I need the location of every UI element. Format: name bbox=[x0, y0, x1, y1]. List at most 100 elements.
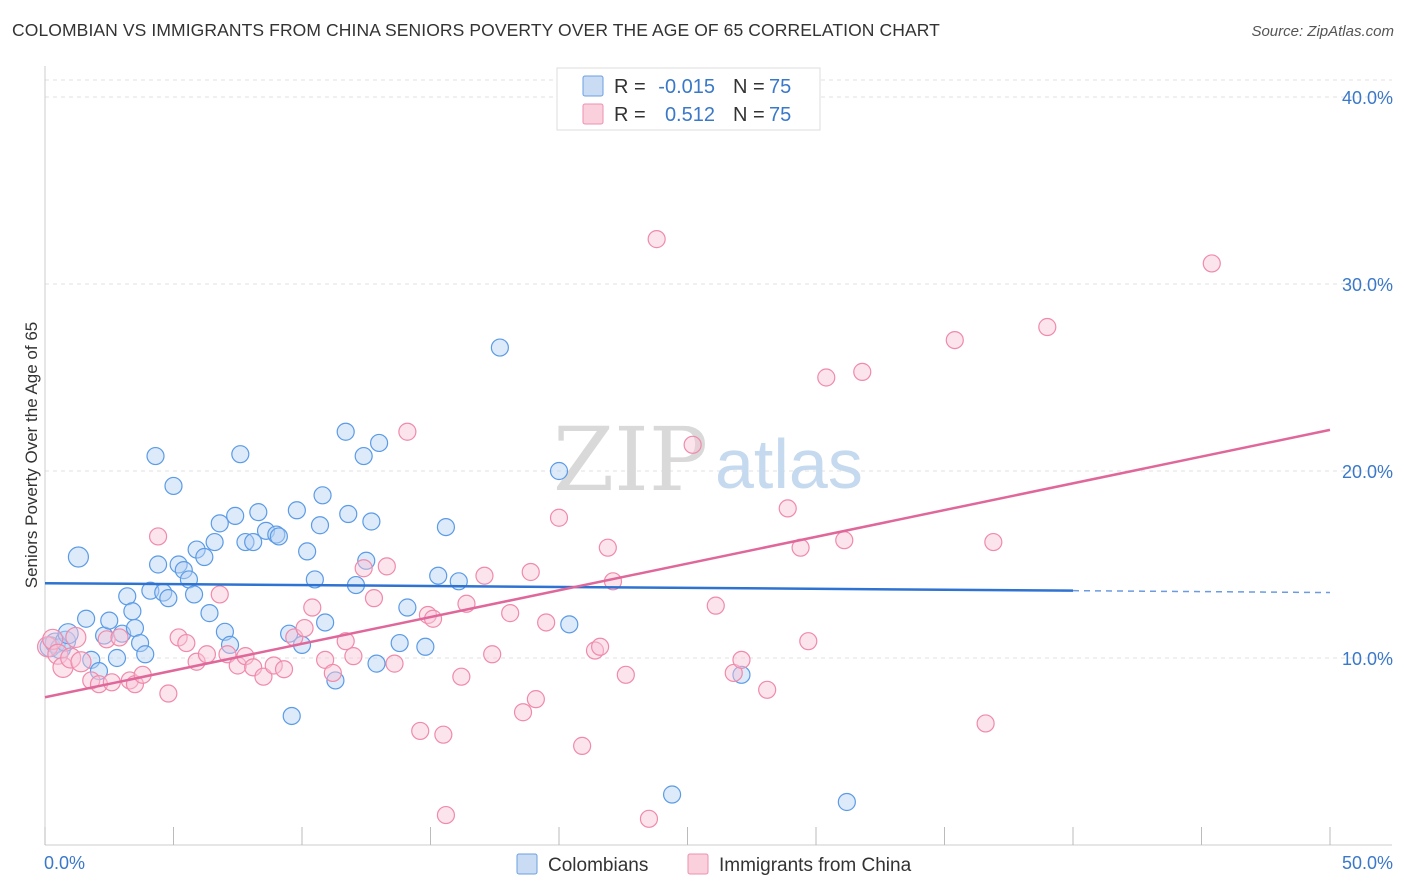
point-china bbox=[483, 645, 502, 664]
point-colombians bbox=[169, 555, 188, 574]
point-china bbox=[984, 532, 1003, 552]
point-colombians bbox=[148, 555, 168, 574]
point-china bbox=[475, 566, 494, 585]
point-china bbox=[148, 527, 168, 546]
point-colombians bbox=[267, 525, 286, 544]
point-colombians bbox=[136, 645, 155, 664]
watermark-atlas: atlas bbox=[715, 425, 863, 503]
point-china bbox=[210, 585, 229, 604]
axes bbox=[44, 66, 1392, 846]
point-colombians bbox=[390, 633, 409, 653]
point-colombians bbox=[184, 585, 204, 604]
point-colombians bbox=[282, 706, 301, 726]
point-china bbox=[411, 721, 430, 741]
point-china bbox=[264, 656, 283, 675]
point-china bbox=[434, 725, 453, 744]
point-china bbox=[47, 643, 69, 665]
point-colombians bbox=[354, 446, 373, 466]
point-colombians bbox=[837, 792, 856, 812]
point-china bbox=[336, 632, 355, 651]
point-colombians bbox=[77, 609, 96, 628]
point-china bbox=[110, 628, 129, 647]
point-colombians bbox=[200, 604, 219, 623]
point-colombians bbox=[159, 589, 178, 608]
point-china bbox=[616, 665, 635, 684]
point-colombians bbox=[298, 542, 317, 561]
point-colombians bbox=[549, 461, 569, 481]
point-china bbox=[976, 714, 995, 733]
point-china bbox=[591, 637, 610, 656]
point-colombians bbox=[416, 637, 435, 656]
point-china bbox=[706, 596, 725, 615]
x-tick-label-max: 50.0% bbox=[1342, 853, 1393, 873]
bottom-legend-label-colombians: Colombians bbox=[548, 855, 648, 876]
point-china bbox=[398, 422, 417, 441]
legend-r-label-2: R = bbox=[614, 104, 646, 126]
legend-r-value-1: -0.015 bbox=[658, 76, 715, 98]
point-china bbox=[639, 809, 659, 828]
point-china bbox=[683, 435, 702, 454]
watermark-zip: ZIP bbox=[553, 408, 708, 511]
point-china bbox=[526, 690, 545, 709]
point-china bbox=[513, 703, 533, 722]
point-china bbox=[354, 559, 373, 578]
point-china bbox=[853, 362, 872, 381]
y-tick-label: 40.0% bbox=[1342, 88, 1393, 108]
point-china bbox=[778, 499, 797, 518]
point-china bbox=[732, 650, 751, 669]
point-colombians bbox=[316, 613, 335, 632]
point-colombians bbox=[205, 532, 224, 552]
point-colombians bbox=[560, 615, 579, 634]
point-colombians bbox=[231, 445, 250, 464]
point-colombians bbox=[67, 546, 90, 568]
point-colombians bbox=[269, 527, 288, 546]
trend-line-colombians bbox=[44, 581, 1074, 592]
point-colombians bbox=[187, 540, 206, 559]
point-colombians bbox=[195, 547, 214, 567]
point-china bbox=[254, 667, 273, 686]
point-colombians bbox=[164, 476, 183, 496]
trend-lines bbox=[44, 428, 1331, 699]
point-colombians bbox=[490, 338, 509, 357]
point-china bbox=[197, 645, 217, 664]
point-colombians bbox=[305, 570, 324, 589]
point-colombians bbox=[367, 654, 386, 673]
chart-title: COLOMBIAN VS IMMIGRANTS FROM CHINA SENIO… bbox=[12, 20, 940, 40]
point-china bbox=[521, 562, 540, 582]
tick-labels: 10.0% 20.0% 30.0% 40.0% 0.0% 50.0% bbox=[44, 88, 1393, 873]
legend-swatch-china bbox=[582, 103, 604, 125]
point-china bbox=[295, 618, 314, 638]
point-colombians bbox=[362, 512, 381, 531]
point-china bbox=[549, 508, 569, 527]
point-colombians bbox=[130, 633, 150, 653]
point-china bbox=[537, 613, 556, 632]
point-colombians bbox=[370, 433, 389, 453]
point-colombians bbox=[310, 516, 330, 535]
y-tick-label: 20.0% bbox=[1342, 462, 1393, 482]
bottom-legend-label-china: Immigrants from China bbox=[719, 855, 912, 876]
point-colombians bbox=[662, 785, 682, 804]
point-colombians bbox=[249, 503, 268, 522]
point-china bbox=[436, 805, 456, 825]
y-axis-label: Seniors Poverty Over the Age of 65 bbox=[22, 322, 41, 588]
point-china bbox=[452, 667, 471, 686]
point-china bbox=[1038, 317, 1057, 337]
point-china bbox=[1202, 254, 1221, 273]
point-china bbox=[364, 589, 384, 608]
point-china bbox=[303, 598, 322, 617]
series-legend: Colombians Immigrants from China bbox=[516, 853, 912, 876]
legend-n-value-1: 75 bbox=[769, 76, 791, 98]
point-colombians bbox=[326, 671, 345, 690]
point-colombians bbox=[236, 532, 255, 552]
correlation-legend: R = -0.015 N = 75 R = 0.512 N = 75 bbox=[556, 67, 821, 131]
point-china bbox=[647, 230, 666, 249]
point-colombians bbox=[174, 561, 193, 580]
point-china bbox=[70, 651, 92, 673]
point-colombians bbox=[89, 661, 109, 681]
point-china bbox=[501, 604, 520, 623]
point-colombians bbox=[210, 514, 229, 533]
point-colombians bbox=[123, 602, 142, 621]
legend-r-value-2: 0.512 bbox=[665, 104, 715, 126]
point-colombians bbox=[429, 566, 448, 585]
point-china bbox=[274, 660, 294, 679]
